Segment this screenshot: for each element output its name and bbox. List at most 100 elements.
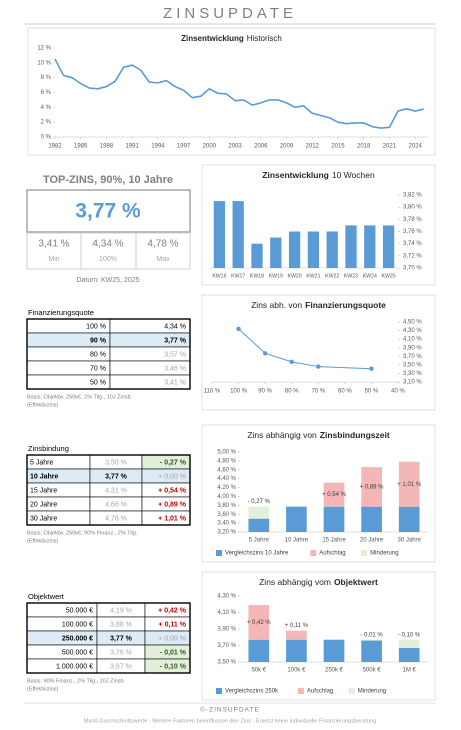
y-tick-label: 3,80 % [217,503,236,509]
y-tick-label: 3,10 % [403,380,422,386]
bar-segment [361,506,382,532]
table-cell-text: 50 % [90,379,106,386]
y-tick-label: 3,74 % [403,241,422,247]
y-tick-label: 3,90 % [403,345,422,351]
x-tick-label: 250k € [325,668,344,674]
data-label: + 0,89 % [360,484,385,490]
bar-segment [398,506,420,532]
chart-title: Zinsentwicklung 10 Wochen [262,170,375,180]
legend-swatch [348,688,355,694]
legend-label: Aufschlag [319,551,345,557]
x-tick-label: 1988 [100,144,114,150]
table-title: Finanzierungsquote [28,308,94,317]
top-date: Datum: KW25, 2025 [76,277,139,284]
legend-label: Minderung [370,551,398,557]
x-tick-label: 1997 [177,144,191,150]
table-note: (Effektivzins) [27,538,59,544]
table-cell-text: 100.000 € [62,621,93,628]
bar-segment [323,506,345,532]
table-border [26,318,191,390]
y-tick-label: 4,30 % [403,328,422,334]
x-tick-label: 5 Jahre [249,538,270,544]
bar [307,231,320,268]
x-tick-label: 90 % [258,389,272,395]
table-border [26,454,191,526]
legend-label: Vergleichszins 250k [225,689,279,695]
top-cell [26,232,82,270]
x-tick-label: 500k € [363,668,382,674]
y-tick-label: 4,50 % [403,320,422,326]
bar-segment [398,639,420,648]
chart-panel [27,27,436,156]
top-rate-box [26,189,191,233]
top-rate: 3,77 % [75,200,141,223]
y-tick-label: 8 % [41,75,52,81]
y-tick-label: 10 % [37,60,51,66]
table-cell-text: 1.000.000 € [56,663,93,670]
x-tick-label: 2009 [280,144,294,150]
table-cell-text: 4,31 % [105,487,127,494]
bar-segment [361,467,382,507]
x-tick-label: 2015 [331,144,345,150]
legend-swatch [216,688,222,694]
table-cell-text: 30 Jahre [30,515,57,522]
x-tick-label: 2006 [254,144,268,150]
y-tick-label: 4,10 % [403,337,422,343]
y-tick-label: 3,90 % [217,627,236,633]
top-title: TOP-ZINS, 90%, 10 Jahre [43,174,173,186]
table-cell-text: - 0,10 % [160,663,187,670]
y-tick-label: 4,00 % [217,494,236,500]
legend-label: Vergleichszins 10 Jahre [225,551,289,557]
x-tick-label: KW20 [288,273,302,279]
table-cell-text: 4,34 % [164,323,186,330]
x-tick-label: 20 Jahre [360,538,384,544]
bar [251,243,263,268]
bar-segment [323,639,345,662]
table-cell-text: 4,19 % [110,607,132,614]
table-cell-text: 3,46 % [164,365,186,372]
x-tick-label: 2018 [357,144,371,150]
x-tick-label: KW17 [231,273,245,279]
x-tick-label: KW21 [306,273,320,279]
chart-title-part: Finanzierungsquote [305,300,386,310]
table-title: Zinsbindung [28,444,69,453]
x-tick-label: 50k € [251,668,266,674]
table-cell-text: + 0,42 % [158,607,187,614]
y-tick-label: 3,60 % [217,512,236,518]
page-title: ZINSUPDATE [163,5,297,22]
chart-title: Zinsentwicklung Historisch [181,34,282,43]
x-tick-label: 10 Jahre [285,538,309,544]
footer-brand: ©-ZINSUPDATE [200,706,260,714]
chart-title-part: Zins abh. von [251,300,302,310]
table-cell-text: 3,67 % [110,663,132,670]
bar-segment [398,461,420,507]
chart-title-part: Historisch [247,34,282,43]
x-tick-label: KW19 [269,273,283,279]
bar-segment [361,640,382,662]
chart-panel [201,294,436,411]
table-cell-text: 3,41 % [164,379,186,386]
y-tick-label: 3,70 % [217,643,236,649]
top-cell-label: 100% [99,256,117,263]
bar [232,201,244,268]
bar [288,231,301,268]
x-tick-label: 2021 [383,144,397,150]
table-note: Basis: 90% Finanz., 2% Tilg., 10J Zinsb. [27,678,126,684]
chart-title-part: Zinsentwicklung [262,170,329,180]
x-tick-label: 15 Jahre [322,538,346,544]
y-tick-label: 5,00 % [217,450,236,456]
table-cell-text: 20 Jahre [30,501,57,508]
table-cell-text: 5 Jahre [30,459,53,466]
chart-title: Zins abhängig von Zinsbindungszeit [247,430,390,440]
table-cell-text: 100 % [86,323,106,330]
table-cell-text: 90 % [90,337,107,344]
y-tick-label: 6 % [41,90,52,96]
table-cell-text: + 1,01 % [158,515,187,522]
y-tick-label: 3,72 % [403,253,422,259]
bar [382,225,395,268]
bar [345,225,357,268]
table-cell-text: 3,77 % [164,337,187,344]
chart-panel [201,571,436,701]
x-tick-label: KW16 [212,273,226,279]
bar-segment [248,639,270,662]
